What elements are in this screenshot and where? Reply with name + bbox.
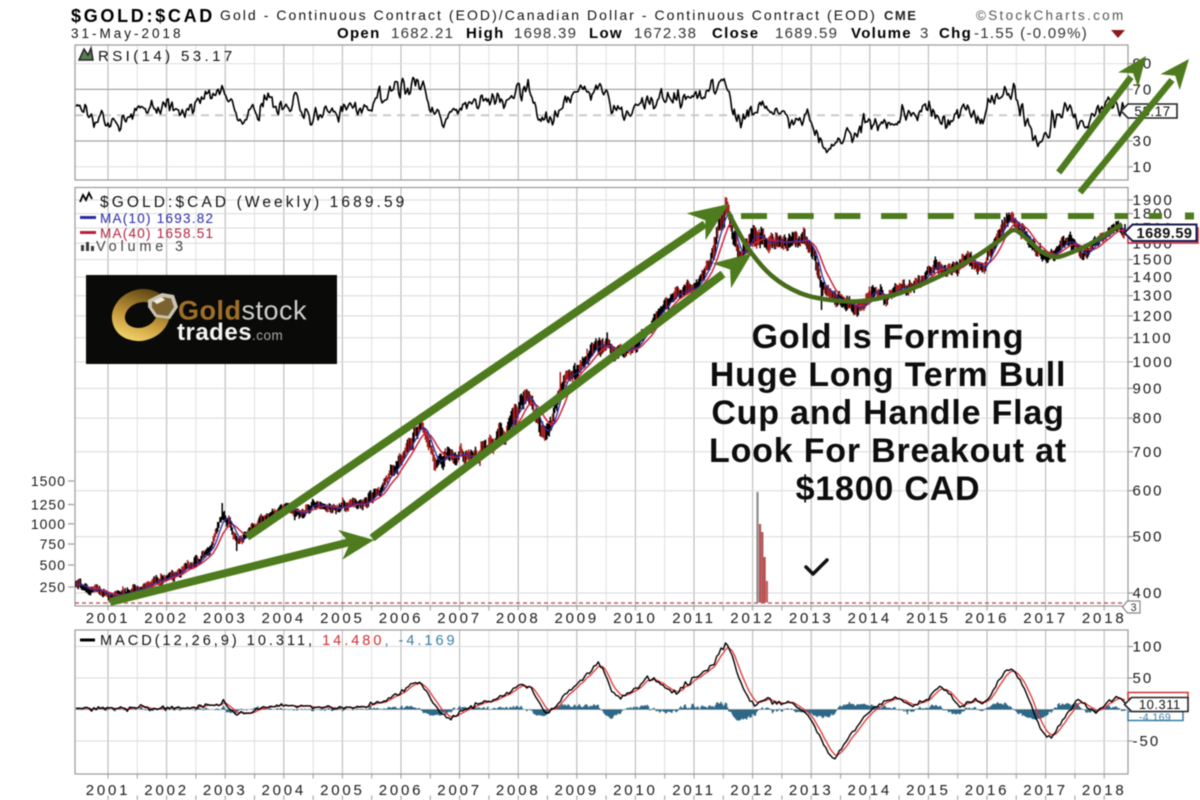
svg-text:2004: 2004 bbox=[262, 610, 307, 627]
svg-text:Gold Is Forming: Gold Is Forming bbox=[752, 318, 1025, 356]
svg-text:10.311: 10.311 bbox=[1139, 697, 1181, 712]
svg-text:50: 50 bbox=[1133, 670, 1154, 687]
svg-text:2002: 2002 bbox=[144, 610, 189, 627]
svg-text:2006: 2006 bbox=[379, 610, 424, 627]
svg-text:1682.21: 1682.21 bbox=[391, 25, 454, 42]
svg-text:$1800 CAD: $1800 CAD bbox=[796, 470, 981, 508]
svg-text:2009: 2009 bbox=[555, 610, 600, 627]
svg-text:1300: 1300 bbox=[1133, 288, 1174, 305]
svg-text:$GOLD:$CAD: $GOLD:$CAD bbox=[71, 6, 215, 26]
svg-text:30: 30 bbox=[1133, 133, 1154, 150]
svg-text:-50: -50 bbox=[1133, 733, 1161, 750]
svg-text:High: High bbox=[466, 25, 505, 42]
svg-text:2001: 2001 bbox=[86, 782, 131, 799]
svg-text:400: 400 bbox=[1133, 585, 1164, 602]
svg-text:$GOLD:$CAD (Weekly) 1689.59: $GOLD:$CAD (Weekly) 1689.59 bbox=[100, 194, 407, 211]
svg-text:2007: 2007 bbox=[437, 610, 482, 627]
svg-text:700: 700 bbox=[1133, 444, 1164, 461]
svg-text:1400: 1400 bbox=[1133, 269, 1174, 286]
svg-text:2014: 2014 bbox=[848, 782, 893, 799]
svg-text:RSI(14) 53.17: RSI(14) 53.17 bbox=[98, 48, 236, 65]
svg-text:2011: 2011 bbox=[672, 782, 715, 799]
svg-text:Huge Long Term Bull: Huge Long Term Bull bbox=[710, 356, 1066, 394]
svg-text:100: 100 bbox=[1133, 639, 1164, 656]
svg-text:MACD(12,26,9) 10.311, 14.480,: MACD(12,26,9) 10.311, 14.480, -4.169 bbox=[100, 633, 458, 649]
svg-text:©StockCharts.com: ©StockCharts.com bbox=[976, 8, 1126, 23]
svg-text:Volume: Volume bbox=[851, 25, 912, 42]
svg-text:1250: 1250 bbox=[31, 497, 66, 513]
svg-text:1689.59: 1689.59 bbox=[1137, 226, 1193, 242]
svg-text:600: 600 bbox=[1133, 483, 1164, 500]
svg-text:2013: 2013 bbox=[789, 782, 834, 799]
svg-text:Goldstock: Goldstock bbox=[178, 296, 307, 326]
svg-text:2008: 2008 bbox=[496, 610, 541, 627]
svg-text:1900: 1900 bbox=[1133, 192, 1174, 209]
svg-text:1000: 1000 bbox=[31, 516, 66, 532]
svg-text:1500: 1500 bbox=[1133, 252, 1174, 269]
svg-text:Low: Low bbox=[589, 25, 623, 42]
svg-text:1000: 1000 bbox=[1133, 354, 1174, 371]
svg-text:2005: 2005 bbox=[320, 610, 365, 627]
svg-text:Cup and Handle Flag: Cup and Handle Flag bbox=[711, 394, 1064, 432]
svg-text:Chg: Chg bbox=[939, 25, 972, 42]
svg-text:2004: 2004 bbox=[262, 782, 307, 799]
svg-text:2011: 2011 bbox=[672, 610, 715, 627]
svg-text:2003: 2003 bbox=[203, 782, 248, 799]
svg-text:70: 70 bbox=[1133, 81, 1154, 98]
svg-text:2002: 2002 bbox=[144, 782, 189, 799]
svg-text:500: 500 bbox=[40, 557, 66, 573]
svg-text:2001: 2001 bbox=[86, 610, 131, 627]
svg-text:2018: 2018 bbox=[1082, 610, 1127, 627]
svg-text:2010: 2010 bbox=[613, 782, 658, 799]
svg-text:2007: 2007 bbox=[437, 782, 482, 799]
svg-text:2005: 2005 bbox=[320, 782, 365, 799]
svg-text:2013: 2013 bbox=[789, 610, 834, 627]
svg-text:2016: 2016 bbox=[965, 610, 1010, 627]
svg-text:2015: 2015 bbox=[906, 782, 951, 799]
svg-text:Close: Close bbox=[712, 25, 759, 42]
svg-text:-4.169: -4.169 bbox=[1139, 712, 1171, 724]
svg-text:900: 900 bbox=[1133, 380, 1164, 397]
svg-text:3: 3 bbox=[1130, 602, 1137, 614]
svg-text:Gold - Continuous Contract (EO: Gold - Continuous Contract (EOD)/Canadia… bbox=[220, 7, 877, 23]
svg-text:750: 750 bbox=[40, 536, 66, 552]
svg-text:1200: 1200 bbox=[1133, 308, 1174, 325]
svg-text:Look For Breakout at: Look For Breakout at bbox=[709, 432, 1067, 470]
svg-text:2008: 2008 bbox=[496, 782, 541, 799]
svg-text:Volume 3: Volume 3 bbox=[96, 239, 187, 255]
svg-text:10: 10 bbox=[1133, 159, 1154, 176]
svg-text:2015: 2015 bbox=[906, 610, 951, 627]
svg-text:2018: 2018 bbox=[1082, 782, 1127, 799]
svg-text:1500: 1500 bbox=[31, 473, 66, 489]
svg-text:Open: Open bbox=[337, 25, 381, 42]
svg-text:2003: 2003 bbox=[203, 610, 248, 627]
svg-text:MA(40) 1658.51: MA(40) 1658.51 bbox=[100, 226, 214, 241]
svg-text:2012: 2012 bbox=[730, 610, 775, 627]
svg-text:3: 3 bbox=[920, 25, 930, 42]
svg-text:800: 800 bbox=[1133, 410, 1164, 427]
svg-text:1689.59: 1689.59 bbox=[775, 25, 838, 42]
svg-text:1672.38: 1672.38 bbox=[634, 25, 697, 42]
svg-text:CME: CME bbox=[884, 8, 917, 23]
svg-text:2012: 2012 bbox=[730, 782, 775, 799]
svg-text:-1.55 (-0.09%): -1.55 (-0.09%) bbox=[974, 25, 1088, 42]
svg-text:1698.39: 1698.39 bbox=[514, 25, 577, 42]
svg-text:500: 500 bbox=[1133, 529, 1164, 546]
svg-text:31-May-2018: 31-May-2018 bbox=[71, 26, 184, 41]
svg-text:2014: 2014 bbox=[848, 610, 893, 627]
svg-text:250: 250 bbox=[40, 579, 66, 595]
svg-text:1100: 1100 bbox=[1133, 330, 1173, 347]
svg-text:2009: 2009 bbox=[555, 782, 600, 799]
svg-text:2006: 2006 bbox=[379, 782, 424, 799]
svg-text:2017: 2017 bbox=[1023, 610, 1068, 627]
svg-text:2016: 2016 bbox=[965, 782, 1010, 799]
svg-text:2017: 2017 bbox=[1023, 782, 1068, 799]
svg-text:MA(10) 1693.82: MA(10) 1693.82 bbox=[100, 211, 214, 226]
svg-text:2010: 2010 bbox=[613, 610, 658, 627]
